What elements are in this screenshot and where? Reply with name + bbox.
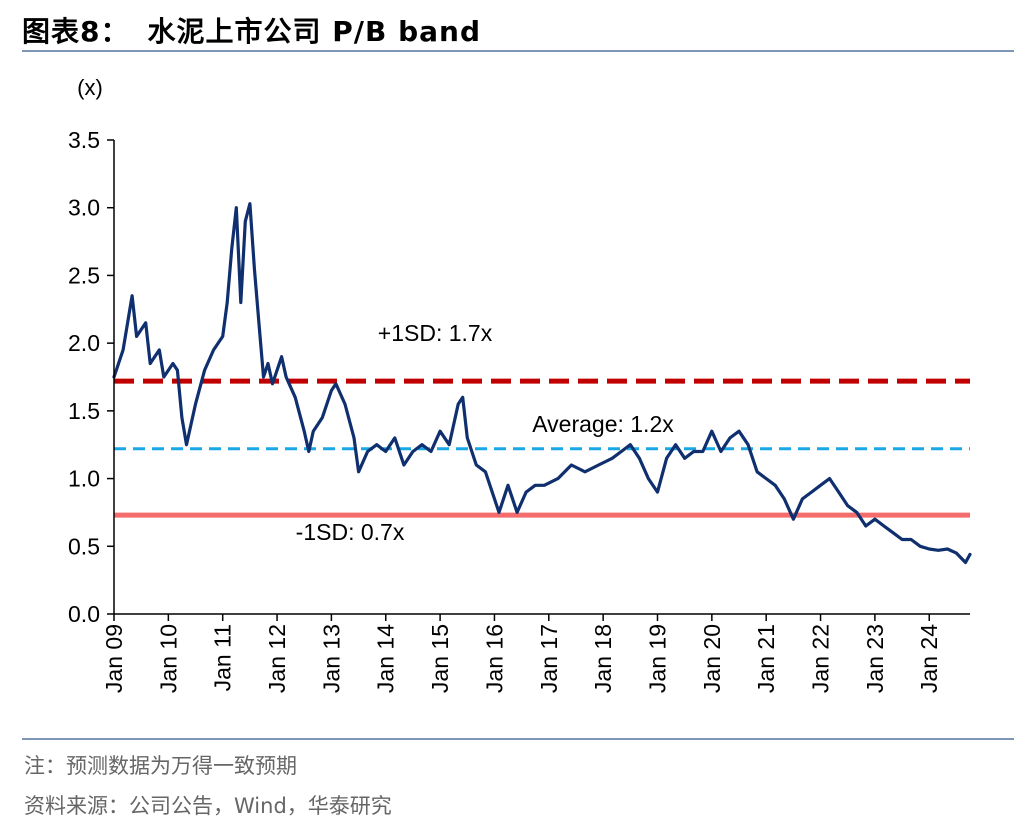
x-tick-label: Jan 24 (916, 624, 942, 693)
y-tick-label: 3.0 (68, 195, 100, 221)
x-tick-label: Jan 12 (264, 624, 290, 693)
figure-label: 图表8： (22, 15, 130, 48)
y-axis-unit-label: (x) (77, 75, 103, 100)
y-tick-label: 3.5 (68, 127, 100, 153)
x-tick-label: Jan 18 (590, 624, 616, 693)
average-label: Average: 1.2x (532, 411, 674, 437)
x-tick-label: Jan 23 (862, 624, 888, 693)
figure-title: 图表8： 水泥上市公司 P/B band (22, 10, 481, 50)
y-tick-label: 2.5 (68, 262, 100, 288)
x-tick-label: Jan 22 (808, 624, 834, 693)
pb-series-line (112, 202, 972, 565)
x-tick-label: Jan 19 (644, 624, 670, 693)
plus-1sd-label: +1SD: 1.7x (378, 320, 493, 346)
x-tick-label: Jan 17 (536, 624, 562, 693)
pb-band-chart: (x) +1SD: 1.7x Average: 1.2x -1SD: 0.7x 0.… (68, 75, 972, 693)
minus-1sd-label: -1SD: 0.7x (296, 519, 405, 545)
y-tick-label: 2.0 (68, 330, 100, 356)
x-tick-label: Jan 09 (101, 624, 127, 693)
y-tick-label: 0.5 (68, 533, 100, 559)
x-tick-label: Jan 10 (155, 624, 181, 693)
x-tick-label: Jan 21 (753, 624, 779, 693)
top-divider (22, 50, 1014, 52)
x-tick-label: Jan 20 (699, 624, 725, 693)
forecast-note: 注：预测数据为万得一致预期 (24, 754, 297, 778)
y-tick-label: 0.0 (68, 601, 100, 627)
source-note: 资料来源：公司公告，Wind，华泰研究 (24, 794, 392, 818)
x-tick-label: Jan 13 (318, 624, 344, 693)
x-tick-label: Jan 15 (427, 624, 453, 693)
y-tick-label: 1.5 (68, 398, 100, 424)
x-tick-label: Jan 14 (373, 624, 399, 693)
figure-title-text: 水泥上市公司 P/B band (147, 15, 481, 48)
x-tick-label: Jan 11 (210, 624, 236, 691)
y-tick-label: 1.0 (68, 466, 100, 492)
bottom-divider (22, 738, 1014, 740)
x-tick-label: Jan 16 (481, 624, 507, 693)
